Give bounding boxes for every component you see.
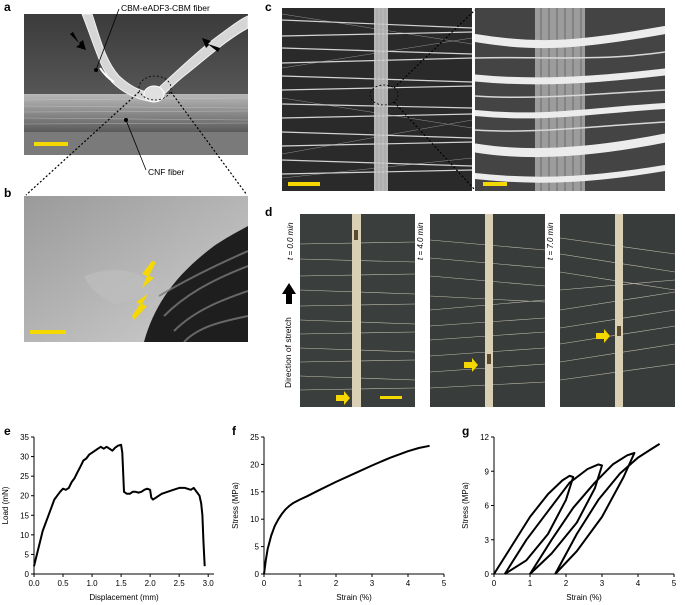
series-line: [263, 444, 430, 575]
stretch-photo-t0-drawing: [300, 214, 415, 407]
y-tick-label: 5: [255, 543, 260, 552]
sem-image-c-right-drawing: [475, 8, 665, 191]
x-tick-label: 2.0: [145, 579, 157, 588]
x-tick-label: 1: [298, 579, 303, 588]
y-axis-label: Load (mN): [1, 486, 10, 524]
x-tick-label: 1.0: [87, 579, 99, 588]
y-tick-label: 25: [20, 472, 29, 481]
x-tick-label: 4: [406, 579, 411, 588]
stretch-photo-t7-drawing: [560, 214, 675, 407]
series-line: [529, 452, 636, 575]
x-tick-label: 5: [442, 579, 447, 588]
x-tick-label: 0: [262, 579, 267, 588]
y-tick-label: 0: [255, 570, 260, 579]
y-tick-label: 3: [485, 536, 490, 545]
x-axis-label: Strain (%): [336, 593, 372, 602]
x-axis-label: Displacement (mm): [89, 593, 159, 602]
y-tick-label: 20: [20, 492, 29, 501]
y-tick-label: 9: [485, 467, 490, 476]
series-line: [503, 463, 603, 575]
panel-label-f: f: [232, 424, 236, 438]
x-tick-label: 2: [564, 579, 569, 588]
x-tick-label: 3: [370, 579, 375, 588]
panel-label-d: d: [265, 205, 273, 219]
stretch-photo-t4-drawing: [430, 214, 545, 407]
series-line: [493, 474, 575, 575]
sem-image-b-drawing: [24, 196, 248, 342]
y-tick-label: 10: [250, 515, 259, 524]
y-tick-label: 5: [25, 550, 30, 559]
y-tick-label: 10: [20, 531, 29, 540]
sem-image-interface: [24, 196, 248, 342]
panel-label-g: g: [462, 424, 470, 438]
y-tick-label: 30: [20, 453, 29, 462]
x-tick-label: 1: [528, 579, 533, 588]
series-line: [554, 443, 661, 575]
series-line: [33, 443, 206, 567]
x-tick-label: 4: [636, 579, 641, 588]
y-axis-label: Stress (MPa): [461, 482, 470, 529]
x-tick-label: 5: [672, 579, 677, 588]
y-tick-label: 12: [480, 433, 489, 442]
panel-label-c: c: [265, 0, 272, 14]
stretch-photo-t0: [300, 214, 415, 407]
stretch-photo-t4: [430, 214, 545, 407]
x-tick-label: 3.0: [203, 579, 215, 588]
x-axis-label: Strain (%): [566, 593, 602, 602]
y-tick-label: 6: [485, 502, 490, 511]
y-tick-label: 0: [25, 570, 30, 579]
cnf-fiber-label: CNF fiber: [148, 167, 185, 177]
x-tick-label: 0: [492, 579, 497, 588]
panel-label-e: e: [4, 424, 11, 438]
y-axis-label: Stress (MPa): [231, 482, 240, 529]
y-tick-label: 20: [250, 460, 259, 469]
sem-image-mesh-zoom: [475, 8, 665, 191]
x-tick-label: 2: [334, 579, 339, 588]
y-tick-label: 15: [20, 511, 29, 520]
x-tick-label: 2.5: [174, 579, 186, 588]
x-tick-label: 0.5: [57, 579, 69, 588]
stretch-photo-t7: [560, 214, 675, 407]
y-tick-label: 25: [250, 433, 259, 442]
panel-label-a: a: [4, 0, 11, 14]
x-tick-label: 1.5: [116, 579, 128, 588]
y-tick-label: 15: [250, 488, 259, 497]
y-tick-label: 35: [20, 433, 29, 442]
cbm-fiber-label: CBM-eADF3-CBM fiber: [121, 3, 210, 13]
x-tick-label: 0.0: [28, 579, 40, 588]
x-tick-label: 3: [600, 579, 605, 588]
panel-label-b: b: [4, 186, 12, 200]
y-tick-label: 0: [485, 570, 490, 579]
